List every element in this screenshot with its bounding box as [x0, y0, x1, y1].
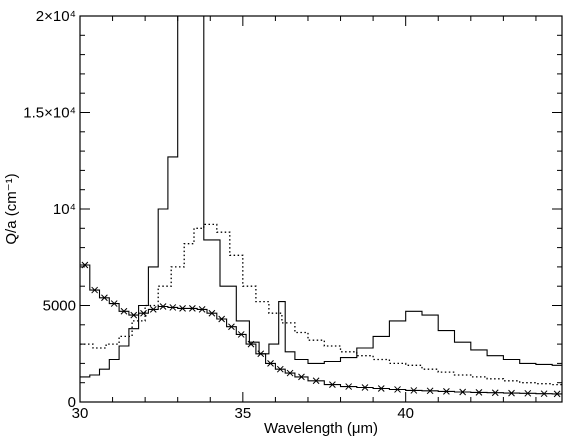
- y-tick-label: 1.5×10⁴: [23, 105, 76, 122]
- plot-frame: [79, 15, 563, 403]
- data-point: [198, 306, 206, 313]
- data-point: [329, 381, 336, 388]
- data-point: [459, 388, 467, 396]
- data-point: [475, 388, 483, 396]
- x-tick-label: 30: [72, 405, 89, 422]
- y-tick-label: 10⁴: [53, 201, 76, 218]
- data-point: [426, 387, 434, 395]
- data-point: [120, 307, 128, 315]
- data-point: [140, 309, 147, 317]
- y-tick-label: 2×10⁴: [36, 8, 76, 25]
- series-layer: [80, 16, 562, 398]
- x-tick-label: 40: [397, 405, 414, 422]
- data-point: [159, 303, 167, 310]
- data-point: [508, 389, 515, 397]
- data-point: [208, 309, 216, 317]
- data-point: [101, 294, 108, 302]
- data-point: [189, 305, 196, 312]
- data-point: [218, 315, 226, 323]
- data-point: [345, 383, 353, 390]
- x-tick-label: 35: [234, 405, 251, 422]
- series-line-0: [80, 16, 562, 378]
- data-point: [286, 369, 294, 377]
- data-point: [276, 365, 284, 373]
- data-point: [410, 387, 418, 394]
- data-point: [553, 390, 561, 398]
- data-point: [247, 340, 255, 348]
- series-line-2: [80, 264, 562, 395]
- data-point: [149, 306, 157, 313]
- data-point: [491, 389, 499, 397]
- data-point: [257, 350, 265, 358]
- data-point: [169, 304, 177, 311]
- data-point: [267, 360, 274, 367]
- y-axis-title: Q/a (cm⁻¹): [3, 173, 20, 244]
- data-point: [394, 386, 401, 393]
- data-point: [298, 373, 305, 381]
- tick-layer: 30 35 40 0 5000 10⁴ 1.5×10⁴ 2×10⁴: [23, 8, 562, 422]
- data-point: [524, 389, 532, 397]
- data-point: [179, 305, 186, 312]
- x-axis-title: Wavelength (μm): [264, 420, 378, 437]
- data-point: [237, 331, 245, 338]
- series-line-1: [80, 223, 562, 386]
- y-tick-label: 0: [68, 394, 76, 411]
- data-point: [312, 377, 320, 385]
- data-point: [110, 300, 118, 307]
- plot-area: 30 35 40 0 5000 10⁴ 1.5×10⁴ 2×10⁴: [23, 8, 563, 422]
- data-point: [377, 385, 385, 392]
- data-point: [91, 286, 99, 294]
- data-point: [361, 384, 369, 391]
- y-tick-label: 5000: [43, 298, 76, 315]
- data-point: [443, 388, 450, 395]
- data-point: [540, 390, 548, 398]
- data-point: [130, 311, 138, 319]
- data-point: [228, 323, 235, 331]
